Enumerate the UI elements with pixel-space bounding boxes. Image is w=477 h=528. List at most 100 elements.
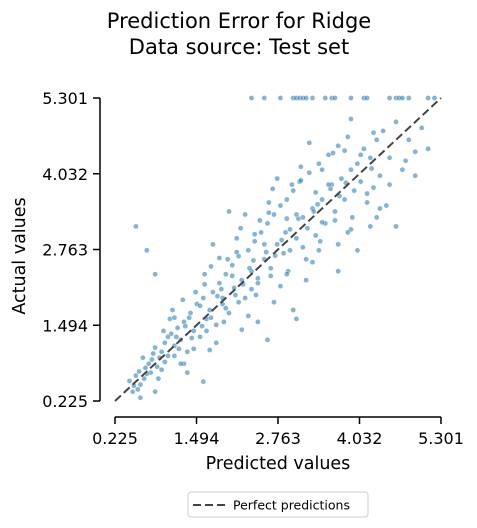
scatter-point (277, 95, 284, 101)
scatter-point (133, 372, 139, 379)
scatter-point (348, 116, 354, 122)
scatter-point (208, 263, 214, 270)
scatter-point (186, 314, 192, 321)
scatter-point (242, 211, 248, 218)
scatter-point (309, 259, 316, 266)
scatter-point (425, 95, 431, 101)
scatter-point (142, 365, 149, 371)
scatter-point (214, 293, 221, 300)
scatter-point (377, 172, 383, 179)
scatter-point (265, 199, 272, 206)
scatter-point (137, 381, 144, 388)
scatter-point (274, 175, 281, 182)
y-axis-ticks: 0.225 1.494 2.763 4.032 5.301 (42, 89, 100, 411)
scatter-point (293, 316, 300, 322)
scatter-point (197, 333, 203, 340)
scatter-point (277, 202, 284, 209)
scatter-point (282, 229, 289, 236)
y-tick-label: 4.032 (42, 165, 88, 184)
scatter-point (261, 95, 268, 101)
scatter-point (213, 339, 219, 346)
scatter-point (160, 328, 167, 334)
scatter-point (330, 150, 336, 156)
scatter-point (154, 363, 160, 370)
scatter-point (278, 237, 285, 243)
scatter-point (210, 289, 216, 295)
scatter-point (303, 277, 309, 283)
scatter-point (150, 350, 156, 357)
scatter-point (201, 271, 208, 278)
scatter-point (197, 302, 203, 309)
scatter-point (267, 273, 274, 279)
scatter-point (312, 189, 319, 196)
scatter-point (264, 220, 271, 227)
scatter-point (310, 208, 317, 215)
legend: Perfect predictions (187, 491, 369, 518)
scatter-point (364, 199, 370, 206)
scatter-point (287, 226, 293, 233)
scatter-point (335, 241, 342, 248)
scatter-point (431, 95, 438, 101)
scatter-point (263, 249, 270, 255)
scatter-point (418, 125, 425, 131)
scatter-point (190, 328, 197, 334)
scatter-point (216, 280, 223, 286)
scatter-point (201, 281, 208, 288)
scatter-point (200, 378, 207, 385)
scatter-point (367, 154, 374, 161)
scatter-point (405, 136, 412, 143)
scatter-point (386, 181, 393, 188)
scatter-point (184, 369, 191, 376)
scatter-point (155, 375, 162, 382)
scatter-point (149, 356, 155, 363)
scatter-point (171, 314, 178, 321)
scatter-point (283, 215, 290, 222)
scatter-point (134, 386, 141, 393)
scatter-point (354, 160, 361, 167)
scatter-point (300, 244, 306, 251)
scatter-point (332, 95, 338, 101)
scatter-point (140, 354, 146, 361)
scatter-point (199, 323, 205, 329)
scatter-point (222, 305, 229, 312)
scatter-point (303, 256, 309, 263)
scatter-point (158, 366, 165, 373)
scatter-point (190, 345, 197, 352)
scatter-point (335, 268, 342, 275)
scatter-point (251, 231, 258, 237)
scatter-point (319, 196, 325, 203)
scatter-points (126, 95, 438, 401)
y-axis-label: Actual values (10, 197, 30, 314)
scatter-point (319, 166, 325, 173)
scatter-point (316, 160, 322, 167)
scatter-point (332, 217, 338, 224)
x-tick-label: 2.763 (255, 429, 301, 448)
scatter-point (322, 95, 329, 101)
scatter-point (158, 348, 165, 355)
scatter-point (405, 95, 412, 101)
y-tick-label: 5.301 (42, 89, 88, 108)
scatter-point (179, 296, 186, 303)
scatter-point (319, 219, 325, 225)
scatter-point (126, 378, 133, 384)
scatter-point (306, 169, 313, 176)
scatter-point (141, 375, 147, 382)
chart-subtitle: Data source: Test set (129, 35, 349, 59)
scatter-point (161, 339, 168, 346)
scatter-point (200, 295, 207, 301)
scatter-point (187, 310, 194, 316)
scatter-point (393, 223, 399, 230)
x-axis-ticks: 0.225 1.494 2.763 4.032 5.301 (92, 417, 464, 448)
scatter-point (206, 347, 213, 353)
scatter-point (218, 286, 225, 292)
scatter-point (399, 166, 406, 173)
x-tick-label: 4.032 (337, 429, 383, 448)
scatter-point (269, 185, 276, 192)
scatter-point (290, 187, 297, 194)
scatter-point (226, 208, 232, 215)
scatter-point (182, 323, 189, 329)
scatter-point (335, 142, 342, 149)
scatter-point (289, 181, 295, 188)
scatter-point (290, 307, 297, 313)
